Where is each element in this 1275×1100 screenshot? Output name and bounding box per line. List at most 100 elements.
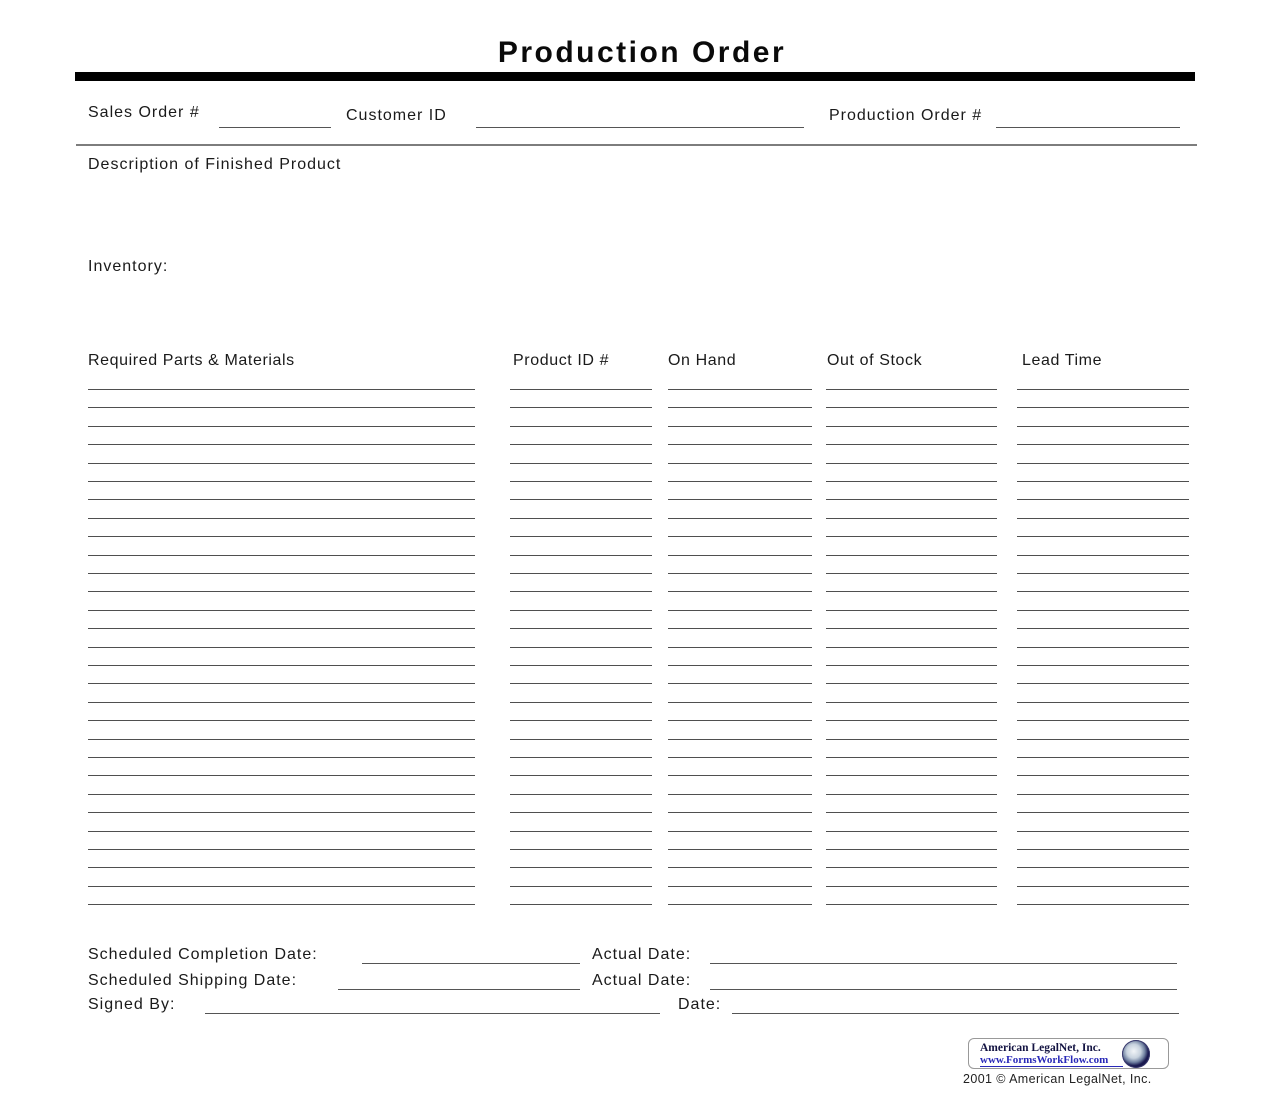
blank-table-line <box>88 481 475 482</box>
blank-table-line <box>668 904 812 906</box>
scheduled-completion-date-blank <box>362 963 580 964</box>
blank-table-line <box>1017 775 1189 777</box>
scheduled-shipping-date-label: Scheduled Shipping Date: <box>88 972 298 989</box>
blank-table-line <box>88 554 475 556</box>
blank-table-line <box>1017 793 1189 795</box>
copyright-text: 2001 © American LegalNet, Inc. <box>963 1072 1152 1086</box>
blank-table-line <box>88 867 475 869</box>
inventory-label: Inventory: <box>88 258 169 275</box>
blank-table-line <box>826 462 997 464</box>
date-label: Date: <box>678 996 722 1013</box>
blank-table-line <box>510 775 652 777</box>
column-header-required-parts: Required Parts & Materials <box>88 352 295 369</box>
blank-table-line <box>826 665 997 666</box>
blank-table-line <box>668 757 812 758</box>
blank-table-line <box>88 573 475 574</box>
blank-table-line <box>668 481 812 482</box>
blank-table-line <box>510 609 652 611</box>
blank-table-line <box>668 573 812 574</box>
blank-table-line <box>88 609 475 611</box>
production-order-blank <box>996 127 1180 128</box>
blank-table-line <box>88 425 475 427</box>
blank-table-line <box>510 849 652 850</box>
actual-date-label-1: Actual Date: <box>592 946 692 963</box>
blank-table-line <box>510 701 652 703</box>
blank-table-line <box>88 720 475 722</box>
blank-table-line <box>668 389 812 390</box>
blank-table-line <box>826 812 997 814</box>
legalnet-company-name: American LegalNet, Inc. <box>980 1042 1101 1054</box>
blank-table-line <box>1017 701 1189 703</box>
blank-table-line <box>826 738 997 740</box>
blank-table-line <box>510 517 652 519</box>
header-divider-line <box>76 144 1197 146</box>
blank-table-line <box>1017 536 1189 538</box>
blank-table-line <box>510 536 652 538</box>
blank-table-line <box>510 812 652 814</box>
blank-table-line <box>88 904 475 906</box>
blank-table-line <box>826 425 997 427</box>
blank-table-line <box>826 867 997 869</box>
blank-table-line <box>1017 904 1189 906</box>
blank-table-line <box>668 499 812 501</box>
blank-table-line <box>1017 481 1189 482</box>
blank-table-line <box>1017 554 1189 556</box>
actual-date-blank-1 <box>710 963 1177 964</box>
blank-table-line <box>88 628 475 630</box>
legalnet-globe-logo-icon <box>1122 1040 1150 1068</box>
column-header-lead-time: Lead Time <box>1022 352 1103 369</box>
blank-table-line <box>826 444 997 446</box>
blank-table-line <box>510 738 652 740</box>
blank-table-line <box>88 407 475 409</box>
blank-table-line <box>510 646 652 648</box>
description-of-finished-product-label: Description of Finished Product <box>88 156 342 173</box>
blank-table-line <box>1017 573 1189 574</box>
blank-table-line <box>668 885 812 887</box>
blank-table-line <box>510 683 652 685</box>
blank-table-line <box>826 407 997 409</box>
blank-table-line <box>88 757 475 758</box>
blank-table-line <box>510 444 652 446</box>
blank-table-line <box>510 462 652 464</box>
blank-table-line <box>88 738 475 740</box>
blank-table-line <box>88 517 475 519</box>
blank-table-line <box>510 830 652 832</box>
blank-table-line <box>1017 499 1189 501</box>
blank-table-line <box>826 591 997 593</box>
blank-table-line <box>88 701 475 703</box>
formsworkflow-link[interactable]: www.FormsWorkFlow.com <box>980 1054 1123 1067</box>
blank-table-line <box>826 481 997 482</box>
actual-date-label-2: Actual Date: <box>592 972 692 989</box>
production-order-number-label: Production Order # <box>829 107 983 124</box>
blank-table-line <box>668 517 812 519</box>
blank-table-line <box>826 830 997 832</box>
blank-table-line <box>1017 665 1189 666</box>
blank-table-line <box>1017 591 1189 593</box>
blank-table-line <box>826 554 997 556</box>
column-header-product-id: Product ID # <box>513 352 610 369</box>
blank-table-line <box>668 591 812 593</box>
blank-table-line <box>88 462 475 464</box>
blank-table-line <box>510 389 652 390</box>
table-column-on-hand <box>668 389 812 923</box>
column-header-on-hand: On Hand <box>668 352 737 369</box>
table-column-out-of-stock <box>826 389 997 923</box>
scheduled-shipping-date-blank <box>338 989 580 990</box>
blank-table-line <box>510 628 652 630</box>
blank-table-line <box>826 389 997 390</box>
table-column-product-id <box>510 389 652 923</box>
table-column-required-parts <box>88 389 475 923</box>
blank-table-line <box>826 849 997 850</box>
blank-table-line <box>826 885 997 887</box>
blank-table-line <box>668 849 812 850</box>
blank-table-line <box>668 720 812 722</box>
blank-table-line <box>668 609 812 611</box>
blank-table-line <box>1017 425 1189 427</box>
blank-table-line <box>88 499 475 501</box>
blank-table-line <box>510 757 652 758</box>
blank-table-line <box>510 425 652 427</box>
blank-table-line <box>510 573 652 574</box>
blank-table-line <box>1017 867 1189 869</box>
blank-table-line <box>826 628 997 630</box>
column-header-out-of-stock: Out of Stock <box>827 352 923 369</box>
